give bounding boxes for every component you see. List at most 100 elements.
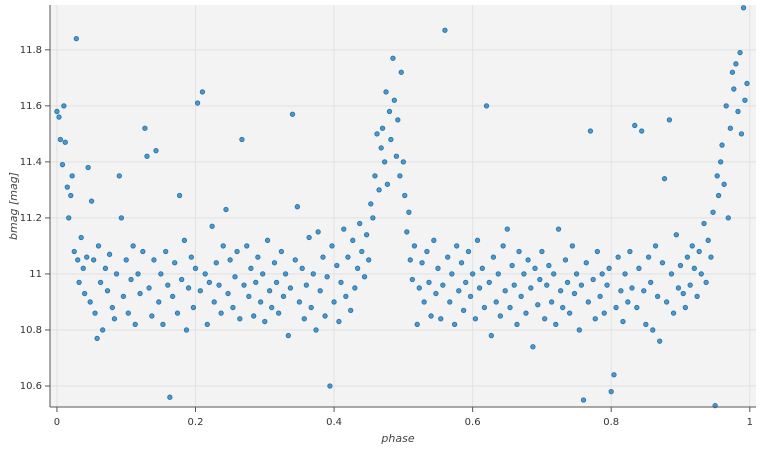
data-point: [627, 248, 633, 255]
data-point: [144, 153, 150, 159]
data-point: [680, 290, 686, 297]
data-point: [705, 237, 711, 243]
data-point: [400, 159, 406, 165]
data-point: [650, 327, 656, 333]
data-point: [514, 321, 520, 328]
data-point: [169, 293, 176, 299]
data-point: [213, 260, 219, 266]
data-point: [130, 243, 136, 249]
data-point: [528, 285, 534, 291]
data-point: [673, 232, 679, 238]
data-point: [456, 288, 462, 294]
data-point: [227, 257, 233, 263]
data-point: [516, 248, 522, 255]
data-point: [592, 316, 598, 322]
data-point: [202, 271, 208, 277]
data-point: [239, 136, 245, 143]
data-point: [118, 215, 125, 221]
data-point: [521, 271, 527, 277]
data-point: [104, 288, 111, 294]
data-point: [289, 111, 296, 117]
data-point: [409, 276, 416, 283]
data-point: [445, 254, 451, 260]
data-point: [165, 282, 171, 288]
data-point: [241, 282, 247, 288]
y-tick-label: 11.4: [20, 157, 42, 168]
data-point: [532, 265, 538, 271]
data-point: [85, 164, 91, 171]
data-point: [587, 128, 594, 134]
data-point: [654, 293, 661, 299]
data-point: [435, 265, 441, 271]
data-point: [557, 288, 564, 294]
data-point: [564, 279, 571, 285]
data-point: [192, 265, 199, 271]
data-point: [708, 254, 714, 260]
data-point: [629, 285, 635, 291]
data-point: [723, 103, 729, 109]
data-point: [370, 215, 376, 221]
data-point: [742, 97, 748, 103]
data-point: [411, 243, 418, 249]
data-point: [694, 293, 700, 299]
data-point: [460, 307, 467, 314]
data-point: [599, 271, 605, 277]
data-point: [354, 265, 361, 271]
data-point: [639, 128, 645, 134]
data-point: [246, 293, 252, 299]
data-point: [675, 285, 682, 291]
data-point: [398, 69, 404, 75]
data-point: [701, 220, 707, 227]
data-point: [440, 282, 446, 288]
x-tick-label: 0: [54, 417, 60, 428]
data-point: [317, 288, 323, 294]
data-point: [663, 299, 670, 305]
data-point: [322, 313, 328, 319]
data-point: [61, 103, 67, 109]
data-point: [397, 173, 403, 179]
data-point: [481, 304, 488, 311]
data-point: [296, 299, 303, 305]
data-point: [95, 243, 102, 249]
data-point: [738, 131, 745, 137]
data-point: [125, 310, 131, 316]
data-point: [542, 316, 548, 322]
data-point: [698, 271, 704, 277]
data-point: [606, 265, 612, 271]
data-point: [504, 226, 510, 232]
data-point: [493, 299, 499, 305]
data-point: [376, 187, 382, 193]
y-tick-label: 10.8: [20, 325, 42, 336]
data-point: [366, 257, 372, 263]
data-point: [348, 307, 354, 314]
data-point: [613, 304, 619, 311]
data-point: [416, 285, 422, 291]
x-tick-label: 0.2: [188, 417, 204, 428]
data-point: [75, 257, 81, 263]
data-point: [331, 299, 337, 305]
data-point: [84, 254, 90, 260]
data-point: [140, 248, 146, 255]
data-point: [181, 237, 188, 243]
data-point: [188, 254, 194, 260]
data-point: [158, 271, 164, 277]
data-point: [721, 181, 727, 187]
data-point: [615, 254, 621, 260]
data-point: [190, 304, 197, 311]
x-tick-label: 0.4: [326, 417, 342, 428]
data-point: [313, 327, 319, 333]
data-point: [264, 237, 271, 243]
data-point: [562, 257, 569, 263]
y-tick-label: 11.2: [20, 213, 42, 224]
data-point: [275, 310, 282, 316]
data-point: [479, 265, 485, 271]
data-point: [608, 388, 614, 395]
data-point: [632, 122, 638, 129]
data-point: [113, 271, 120, 277]
data-point: [463, 279, 469, 285]
data-point: [285, 332, 291, 339]
data-point: [539, 248, 545, 255]
data-point: [458, 260, 465, 266]
data-point: [97, 279, 104, 285]
